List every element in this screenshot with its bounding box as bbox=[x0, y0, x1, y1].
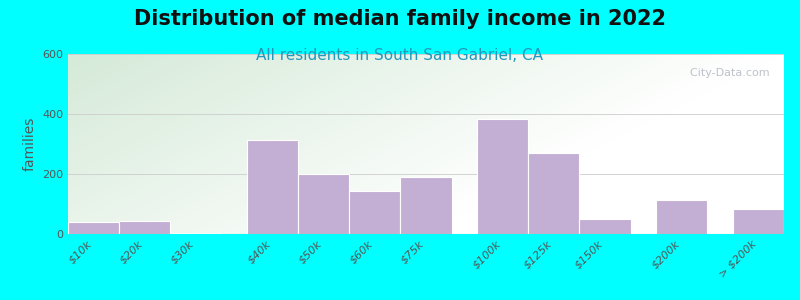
Text: City-Data.com: City-Data.com bbox=[683, 68, 770, 78]
Bar bbox=[119, 220, 170, 234]
Text: Distribution of median family income in 2022: Distribution of median family income in … bbox=[134, 9, 666, 29]
Bar bbox=[528, 153, 579, 234]
Text: All residents in South San Gabriel, CA: All residents in South San Gabriel, CA bbox=[257, 48, 543, 63]
Bar bbox=[247, 140, 298, 234]
Bar bbox=[579, 219, 630, 234]
Bar bbox=[68, 222, 119, 234]
Bar bbox=[401, 177, 451, 234]
Bar bbox=[298, 174, 350, 234]
Bar bbox=[477, 118, 528, 234]
Bar bbox=[733, 208, 784, 234]
Bar bbox=[656, 200, 707, 234]
Bar bbox=[170, 232, 222, 234]
Bar bbox=[350, 190, 401, 234]
Y-axis label: families: families bbox=[22, 117, 37, 171]
